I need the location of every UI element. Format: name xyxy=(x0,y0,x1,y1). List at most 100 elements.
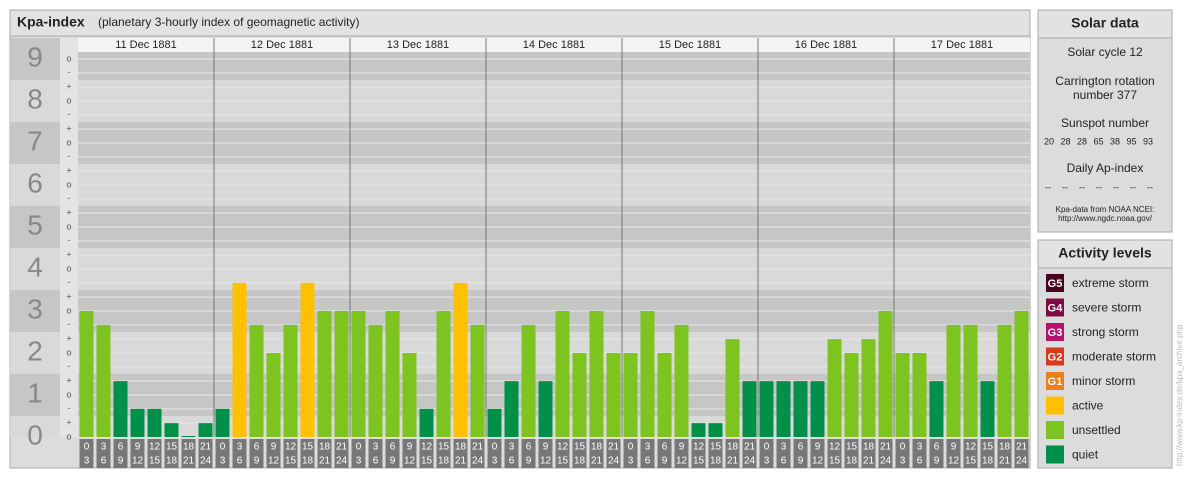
hour-label: 15 xyxy=(965,456,977,467)
hour-label: 9 xyxy=(934,456,940,467)
legend-label: moderate storm xyxy=(1072,350,1156,364)
hour-label: 12 xyxy=(676,456,688,467)
hour-label: 18 xyxy=(846,456,858,467)
hour-label: 12 xyxy=(829,442,841,453)
hour-label: 3 xyxy=(645,442,651,453)
minor-tick-label: + xyxy=(66,292,71,302)
y-tick-label: 0 xyxy=(27,419,43,450)
bar xyxy=(487,408,502,437)
legend-badge: G1 xyxy=(1048,376,1063,388)
minor-tick-label: o xyxy=(66,305,71,315)
minor-tick-label: + xyxy=(66,376,71,386)
hour-box xyxy=(351,439,366,468)
day-label: 13 Dec 1881 xyxy=(387,39,449,51)
minor-tick-label: + xyxy=(66,166,71,176)
hour-label: 21 xyxy=(744,442,756,453)
hour-box xyxy=(79,439,94,468)
bar xyxy=(810,381,825,437)
hour-label: 15 xyxy=(438,442,450,453)
hour-label: 6 xyxy=(798,442,804,453)
hour-box xyxy=(657,439,672,468)
hour-box xyxy=(249,439,264,468)
minor-tick-label: - xyxy=(68,319,71,329)
legend-label: extreme storm xyxy=(1072,276,1149,290)
legend-swatch xyxy=(1046,298,1064,317)
hour-box xyxy=(623,439,638,468)
hour-label: 21 xyxy=(999,456,1011,467)
hour-label: 18 xyxy=(455,442,467,453)
hour-box xyxy=(674,439,689,468)
minor-tick-label: o xyxy=(66,179,71,189)
hour-label: 21 xyxy=(455,456,467,467)
hour-label: 24 xyxy=(472,456,484,467)
side-url: http://www.kp-index.de/kpa_archive.php xyxy=(1175,324,1184,466)
hour-box xyxy=(181,439,196,468)
hour-label: 12 xyxy=(268,456,280,467)
hour-box xyxy=(198,439,213,468)
hour-box xyxy=(708,439,723,468)
day-label: 14 Dec 1881 xyxy=(523,39,585,51)
hour-box xyxy=(963,439,978,468)
sunspot-value: 65 xyxy=(1093,136,1103,146)
hour-label: 9 xyxy=(543,442,549,453)
y-tick-label: 9 xyxy=(27,41,43,72)
solar-header xyxy=(1037,9,1173,39)
y-tick-label: 6 xyxy=(27,167,43,198)
legend-swatch xyxy=(1046,372,1064,390)
bar xyxy=(623,353,638,437)
hour-box xyxy=(691,439,706,468)
hour-label: 24 xyxy=(200,456,212,467)
hour-box xyxy=(436,439,451,468)
minor-tick-label: + xyxy=(66,334,71,344)
hour-label: 18 xyxy=(727,442,739,453)
sunspot-value: 38 xyxy=(1110,136,1120,146)
hour-label: 0 xyxy=(900,442,906,453)
legend-label: minor storm xyxy=(1072,374,1135,388)
hour-label: 3 xyxy=(764,456,770,467)
hour-label: 21 xyxy=(727,456,739,467)
hour-label: 9 xyxy=(407,442,413,453)
legend-badge: G2 xyxy=(1048,351,1063,363)
bar xyxy=(130,408,145,437)
hour-label: 6 xyxy=(509,456,515,467)
hour-label: 24 xyxy=(744,456,756,467)
y-tick-label: 3 xyxy=(27,293,43,324)
bar xyxy=(997,324,1012,437)
hour-label: 9 xyxy=(815,442,821,453)
hour-label: 9 xyxy=(390,456,396,467)
hour-label: 12 xyxy=(965,442,977,453)
bar xyxy=(385,311,400,437)
bar xyxy=(334,311,349,437)
bar xyxy=(742,381,757,437)
hour-label: 3 xyxy=(220,456,226,467)
y-tick-label: 8 xyxy=(27,83,43,114)
hour-box xyxy=(606,439,621,468)
bar xyxy=(572,353,587,437)
hour-label: 21 xyxy=(336,442,348,453)
hour-label: 3 xyxy=(356,456,362,467)
hour-label: 9 xyxy=(679,442,685,453)
hour-box xyxy=(453,439,468,468)
hour-label: 21 xyxy=(608,442,620,453)
hour-box xyxy=(742,439,757,468)
minor-tick-label: o xyxy=(66,431,71,441)
hour-label: 15 xyxy=(557,456,569,467)
minor-tick-label: o xyxy=(66,53,71,63)
legend-swatch xyxy=(1046,421,1064,439)
hour-label: 3 xyxy=(628,456,634,467)
y-tick-label: 2 xyxy=(27,335,43,366)
day-label: 12 Dec 1881 xyxy=(251,39,313,51)
bar xyxy=(844,353,859,437)
hour-box xyxy=(215,439,230,468)
ap-value: -- xyxy=(1079,182,1085,192)
date-strip xyxy=(78,38,1030,52)
hour-box xyxy=(96,439,111,468)
hour-box xyxy=(589,439,604,468)
solar-title: Solar data xyxy=(1071,15,1139,31)
legend-badge: G5 xyxy=(1048,278,1063,290)
bar xyxy=(147,408,162,437)
hour-box xyxy=(980,439,995,468)
hour-box xyxy=(827,439,842,468)
ap-value: -- xyxy=(1096,182,1102,192)
hour-label: 6 xyxy=(101,456,107,467)
